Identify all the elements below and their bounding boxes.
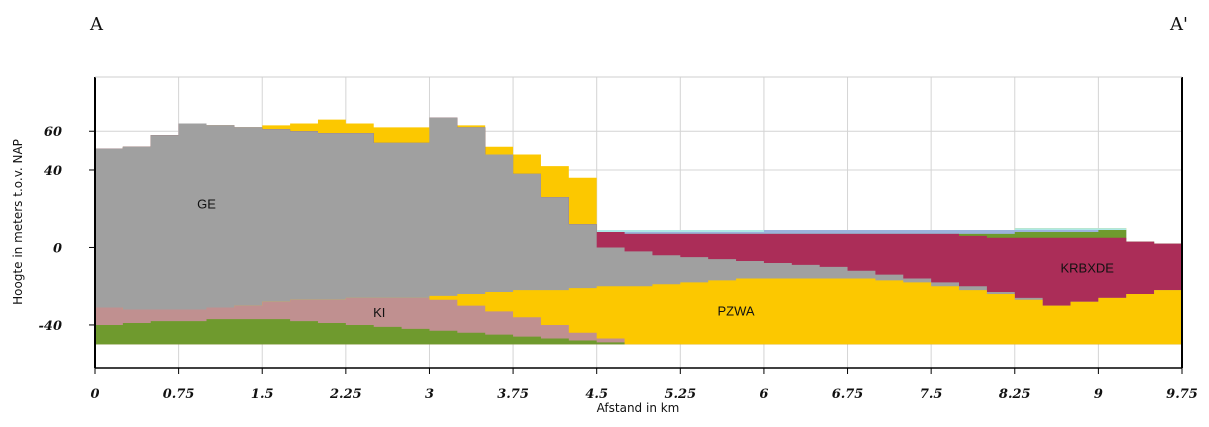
x-tick-label: 0 — [90, 387, 99, 402]
x-tick-label: 7.5 — [920, 387, 943, 402]
x-tick-label: 8.25 — [999, 387, 1031, 402]
region-label-ki: KI — [373, 305, 385, 320]
region-label-pzwa: PZWA — [718, 303, 755, 318]
x-tick-label: 2.25 — [329, 387, 362, 402]
layer-area-1 — [95, 319, 1182, 345]
x-tick-label: 9.75 — [1166, 387, 1198, 402]
x-tick-label: 4.5 — [585, 387, 608, 402]
layer-areas — [95, 117, 1182, 345]
axis-ticks: 0 0.75 1.5 2.25 3 3.75 4.5 5.25 6 6.75 7.5 8.25 9 9.7… — [39, 125, 1198, 402]
x-tick-label: 0.75 — [163, 387, 195, 402]
x-tick-label: 9 — [1094, 387, 1103, 402]
x-tick-label: 3 — [425, 387, 434, 402]
y-tick-label: 40 — [44, 164, 62, 179]
x-tick-label: 1.5 — [251, 387, 274, 402]
y-axis-title: Hoogte in meters t.o.v. NAP — [11, 139, 25, 305]
section-end-label: A' — [1169, 14, 1188, 35]
region-label-krbxde: KRBXDE — [1061, 261, 1115, 276]
y-tick-label: 60 — [44, 125, 62, 140]
region-label-ge: GE — [197, 197, 216, 212]
region-labels: GE KI PZWA KRBXDE — [197, 197, 1114, 320]
x-axis-title: Afstand in km — [597, 401, 680, 415]
x-tick-label: 3.75 — [497, 387, 529, 402]
x-tick-label: 5.25 — [664, 387, 696, 402]
section-start-label: A — [89, 14, 104, 35]
x-tick-label: 6 — [759, 387, 768, 402]
y-tick-label: 0 — [53, 241, 62, 256]
x-tick-label: 6.75 — [832, 387, 864, 402]
y-tick-label: -40 — [39, 319, 63, 334]
plot-frame — [94, 76, 1183, 369]
